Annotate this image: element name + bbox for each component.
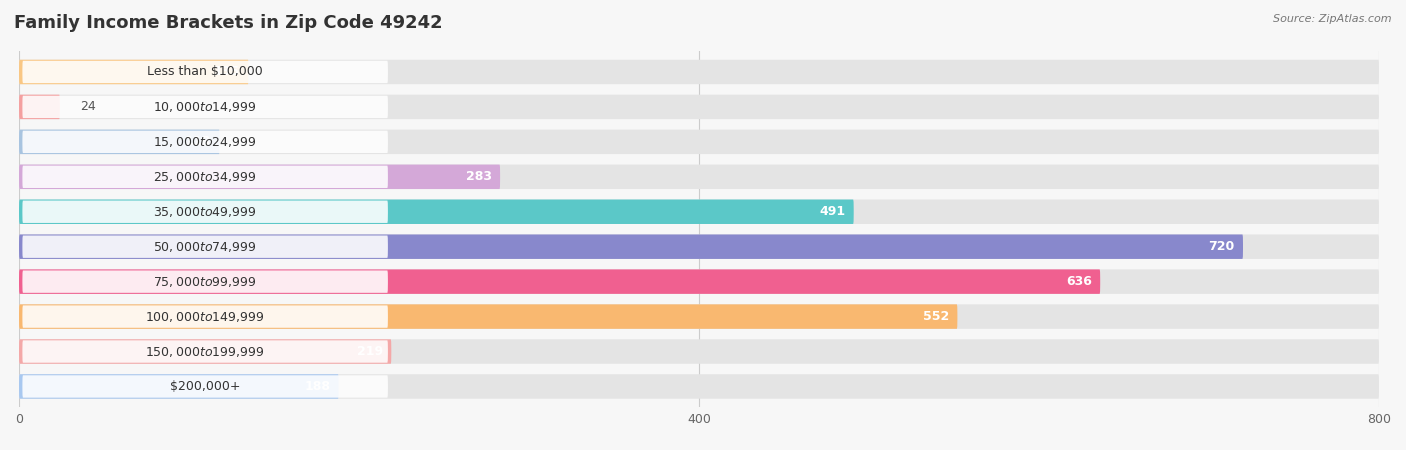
Text: $10,000 to $14,999: $10,000 to $14,999 xyxy=(153,100,257,114)
FancyBboxPatch shape xyxy=(20,234,1243,259)
Text: $35,000 to $49,999: $35,000 to $49,999 xyxy=(153,205,257,219)
FancyBboxPatch shape xyxy=(22,270,388,293)
Text: $25,000 to $34,999: $25,000 to $34,999 xyxy=(153,170,257,184)
FancyBboxPatch shape xyxy=(20,60,1379,84)
FancyBboxPatch shape xyxy=(20,94,60,119)
Text: 24: 24 xyxy=(80,100,96,113)
FancyBboxPatch shape xyxy=(20,374,339,399)
Text: $15,000 to $24,999: $15,000 to $24,999 xyxy=(153,135,257,149)
Text: Source: ZipAtlas.com: Source: ZipAtlas.com xyxy=(1274,14,1392,23)
FancyBboxPatch shape xyxy=(20,234,1379,259)
Text: $50,000 to $74,999: $50,000 to $74,999 xyxy=(153,240,257,254)
FancyBboxPatch shape xyxy=(20,304,1379,329)
FancyBboxPatch shape xyxy=(20,339,1379,364)
FancyBboxPatch shape xyxy=(22,201,388,223)
Text: 552: 552 xyxy=(922,310,949,323)
Text: 118: 118 xyxy=(186,135,211,148)
Text: 283: 283 xyxy=(465,170,492,183)
FancyBboxPatch shape xyxy=(22,375,388,398)
Text: $150,000 to $199,999: $150,000 to $199,999 xyxy=(145,345,264,359)
FancyBboxPatch shape xyxy=(20,374,1379,399)
FancyBboxPatch shape xyxy=(22,96,388,118)
FancyBboxPatch shape xyxy=(20,270,1101,294)
Text: 135: 135 xyxy=(214,65,240,78)
FancyBboxPatch shape xyxy=(20,165,501,189)
FancyBboxPatch shape xyxy=(20,270,1379,294)
FancyBboxPatch shape xyxy=(20,130,219,154)
FancyBboxPatch shape xyxy=(22,306,388,328)
Text: Family Income Brackets in Zip Code 49242: Family Income Brackets in Zip Code 49242 xyxy=(14,14,443,32)
Text: $200,000+: $200,000+ xyxy=(170,380,240,393)
FancyBboxPatch shape xyxy=(22,340,388,363)
FancyBboxPatch shape xyxy=(20,60,249,84)
FancyBboxPatch shape xyxy=(22,61,388,83)
Text: $75,000 to $99,999: $75,000 to $99,999 xyxy=(153,274,257,288)
FancyBboxPatch shape xyxy=(20,199,853,224)
FancyBboxPatch shape xyxy=(22,235,388,258)
Text: 219: 219 xyxy=(357,345,382,358)
FancyBboxPatch shape xyxy=(22,166,388,188)
Text: 720: 720 xyxy=(1208,240,1234,253)
Text: 491: 491 xyxy=(820,205,845,218)
Text: $100,000 to $149,999: $100,000 to $149,999 xyxy=(145,310,264,324)
FancyBboxPatch shape xyxy=(20,339,391,364)
Text: Less than $10,000: Less than $10,000 xyxy=(148,65,263,78)
FancyBboxPatch shape xyxy=(20,165,1379,189)
FancyBboxPatch shape xyxy=(20,304,957,329)
FancyBboxPatch shape xyxy=(20,199,1379,224)
FancyBboxPatch shape xyxy=(20,130,1379,154)
Text: 636: 636 xyxy=(1066,275,1091,288)
Text: 188: 188 xyxy=(304,380,330,393)
FancyBboxPatch shape xyxy=(22,130,388,153)
FancyBboxPatch shape xyxy=(20,94,1379,119)
